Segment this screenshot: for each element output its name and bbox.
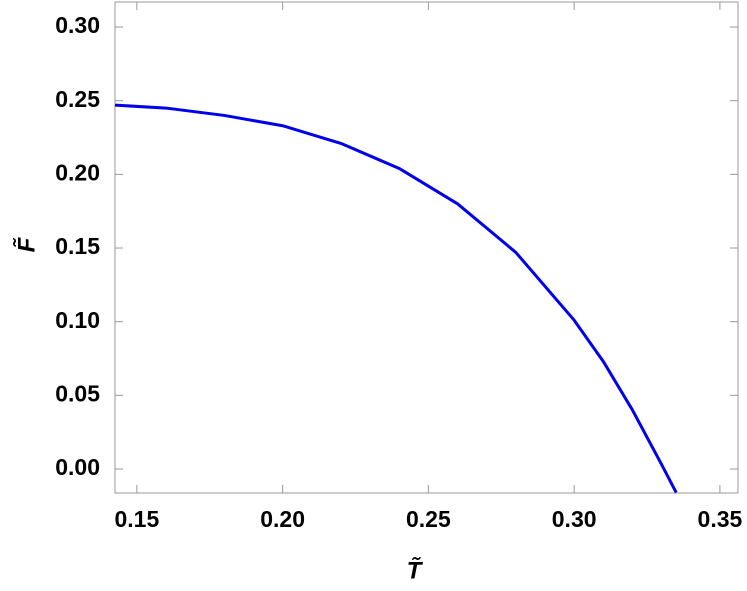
y-tick-label: 0.15: [55, 233, 100, 259]
x-tick-label: 0.20: [260, 506, 305, 532]
plot-frame: [114, 1, 739, 494]
x-tick-label: 0.30: [552, 506, 597, 532]
line-series: [114, 103, 678, 494]
y-tick-label: 0.20: [55, 159, 100, 185]
y-axis-label: F̃: [13, 236, 41, 252]
y-tick-label: 0.10: [55, 307, 100, 333]
x-axis-label: T̃: [407, 557, 424, 585]
y-tick-label: 0.00: [55, 454, 100, 480]
y-tick-label: 0.30: [55, 12, 100, 38]
x-tick-label: 0.15: [114, 506, 159, 532]
y-tick-label: 0.25: [55, 86, 100, 112]
x-tick-label: 0.25: [406, 506, 451, 532]
y-tick-label: 0.05: [55, 380, 100, 406]
x-tick-label: 0.35: [698, 506, 743, 532]
